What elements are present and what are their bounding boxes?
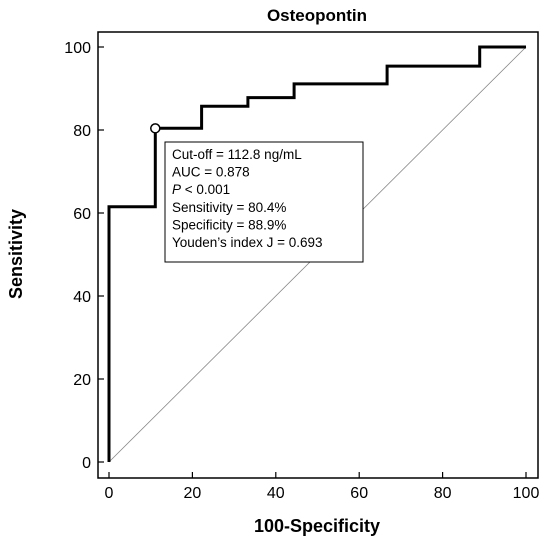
x-axis-label: 100-Specificity bbox=[254, 516, 380, 536]
roc-curve bbox=[107, 45, 526, 462]
y-axis-label: Sensitivity bbox=[6, 209, 26, 299]
x-tick-label: 20 bbox=[184, 485, 202, 502]
annotation-line: AUC = 0.878 bbox=[172, 165, 250, 180]
annotation-line: Specificity = 88.9% bbox=[172, 217, 286, 232]
annotation-lines: Cut-off = 112.8 ng/mL AUC = 0.878 P < 0.00… bbox=[172, 147, 323, 250]
x-tick-label: 80 bbox=[434, 485, 452, 502]
x-tick-label: 60 bbox=[350, 485, 368, 502]
y-tick-label: 60 bbox=[73, 206, 91, 223]
plot-area: 0 20 40 60 80 100 0 20 40 60 80 100 bbox=[64, 31, 540, 502]
y-axis-ticks: 0 20 40 60 80 100 bbox=[64, 40, 104, 472]
chart-title: Osteopontin bbox=[267, 6, 367, 25]
annotation-line: P < 0.001 bbox=[172, 182, 230, 197]
plot-frame bbox=[97, 31, 539, 479]
y-tick-label: 100 bbox=[64, 40, 91, 57]
x-tick-label: 0 bbox=[105, 485, 114, 502]
x-axis-ticks: 0 20 40 60 80 100 bbox=[105, 472, 540, 502]
y-tick-label: 20 bbox=[73, 372, 91, 389]
annotation-line: Cut-off = 112.8 ng/mL bbox=[172, 147, 302, 162]
annotation-line: Sensitivity = 80.4% bbox=[172, 200, 286, 215]
cutoff-point-marker bbox=[150, 123, 161, 134]
annotation-box: Cut-off = 112.8 ng/mL AUC = 0.878 P < 0.00… bbox=[164, 141, 364, 263]
y-tick-label: 40 bbox=[73, 289, 91, 306]
y-tick-label: 80 bbox=[73, 123, 91, 140]
y-tick-label: 0 bbox=[82, 455, 91, 472]
x-tick-label: 100 bbox=[513, 485, 540, 502]
annotation-line: Youden’s index J = 0.693 bbox=[172, 235, 323, 250]
x-tick-label: 40 bbox=[267, 485, 285, 502]
